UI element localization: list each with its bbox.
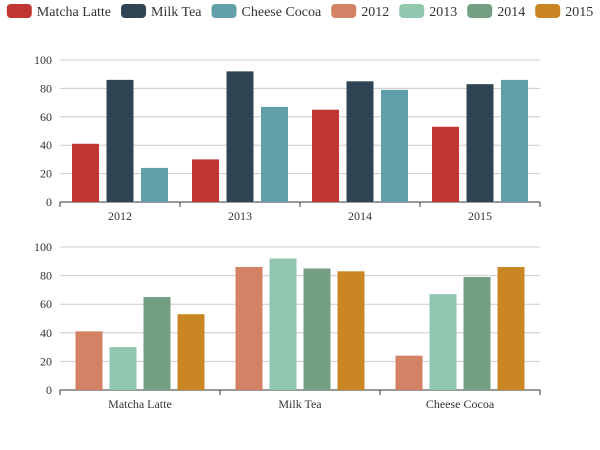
y-tick-label: 60 (40, 297, 52, 311)
legend-swatch (535, 4, 561, 18)
bar-cheese-cocoa-2014[interactable] (381, 89, 408, 202)
legend-swatch (211, 4, 237, 18)
y-tick-label: 60 (40, 110, 52, 124)
legend-label: Cheese Cocoa (242, 5, 322, 20)
y-tick-label: 40 (40, 138, 52, 152)
bar-2012-milk-tea[interactable] (235, 267, 263, 390)
legend-swatch (467, 4, 493, 18)
bar-2013-matcha-latte[interactable] (109, 347, 137, 390)
y-tick-label: 0 (46, 195, 52, 209)
bar-2015-cheese-cocoa[interactable] (497, 267, 525, 390)
x-tick-label: 2015 (468, 209, 492, 223)
bar-cheese-cocoa-2013[interactable] (261, 106, 288, 202)
y-tick-label: 20 (40, 167, 52, 181)
bar-2012-cheese-cocoa[interactable] (395, 355, 423, 390)
y-tick-label: 20 (40, 354, 52, 368)
y-tick-label: 40 (40, 326, 52, 340)
y-tick-label: 80 (40, 81, 52, 95)
bar-cheese-cocoa-2015[interactable] (501, 79, 528, 202)
legend-swatch (331, 4, 357, 18)
legend-label: 2015 (565, 5, 593, 20)
legend-label: 2013 (429, 5, 457, 20)
bar-2015-milk-tea[interactable] (337, 271, 365, 390)
legend-item-2014[interactable]: 2014 (467, 4, 525, 20)
bar-2015-matcha-latte[interactable] (177, 314, 205, 390)
bar-cheese-cocoa-2012[interactable] (141, 167, 168, 202)
x-tick-label: Matcha Latte (108, 397, 172, 411)
legend-swatch (6, 4, 32, 18)
bar-matcha-latte-2012[interactable] (72, 143, 99, 202)
bar-2014-cheese-cocoa[interactable] (463, 277, 491, 390)
bar-milk-tea-2013[interactable] (226, 71, 254, 202)
legend-swatch (121, 4, 147, 18)
legend-label: 2012 (361, 5, 389, 20)
bar-2012-matcha-latte[interactable] (75, 331, 103, 390)
legend-item-2013[interactable]: 2013 (399, 4, 457, 20)
y-tick-label: 0 (46, 383, 52, 397)
y-tick-label: 100 (34, 53, 52, 67)
y-tick-label: 80 (40, 269, 52, 283)
bar-milk-tea-2015[interactable] (466, 84, 494, 202)
x-tick-label: 2012 (108, 209, 132, 223)
bar-2014-milk-tea[interactable] (303, 268, 331, 390)
legend-item-cheese-cocoa[interactable]: Cheese Cocoa (211, 4, 322, 20)
y-tick-label: 100 (34, 240, 52, 254)
legend[interactable]: Matcha Latte Milk Tea Cheese Cocoa 2012 2013… (6, 4, 593, 20)
bottom-bar-chart: 0 20 40 60 80 100 Matcha Latte Milk Tea Cheese C… (34, 240, 541, 411)
legend-item-2012[interactable]: 2012 (331, 4, 389, 20)
bar-2014-matcha-latte[interactable] (143, 297, 171, 390)
x-tick-label: Milk Tea (278, 397, 322, 411)
bar-2013-milk-tea[interactable] (269, 258, 297, 390)
legend-label: Milk Tea (151, 5, 202, 20)
legend-swatch (399, 4, 425, 18)
bar-milk-tea-2014[interactable] (346, 81, 374, 202)
legend-label: 2014 (497, 5, 525, 20)
legend-item-2015[interactable]: 2015 (535, 4, 593, 20)
bar-2013-cheese-cocoa[interactable] (429, 294, 457, 390)
top-bar-chart: 0 20 40 60 80 100 2012 2013 2014 2015 (34, 53, 541, 223)
x-tick-label: 2013 (228, 209, 252, 223)
bar-matcha-latte-2014[interactable] (312, 109, 339, 202)
legend-label: Matcha Latte (37, 5, 111, 20)
x-tick-label: 2014 (348, 209, 372, 223)
bar-milk-tea-2012[interactable] (106, 79, 134, 202)
legend-item-milk-tea[interactable]: Milk Tea (121, 4, 202, 20)
x-tick-label: Cheese Cocoa (426, 397, 495, 411)
legend-item-matcha-latte[interactable]: Matcha Latte (6, 4, 111, 20)
bar-matcha-latte-2013[interactable] (192, 159, 219, 202)
bar-matcha-latte-2015[interactable] (432, 126, 459, 202)
